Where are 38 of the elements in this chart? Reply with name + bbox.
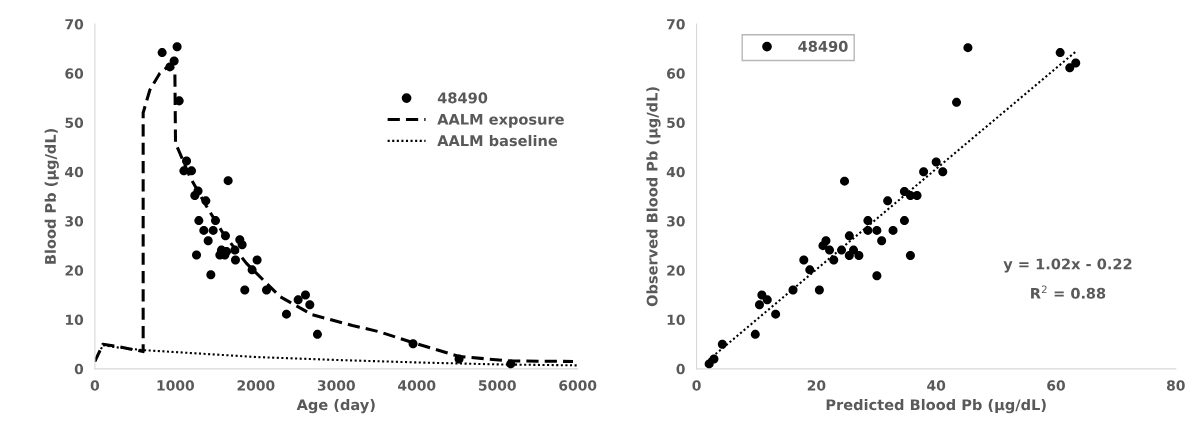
x-axis-title: Age (day)	[296, 398, 375, 414]
y-tick-label: 10	[667, 314, 685, 326]
legend-label: AALM exposure	[437, 113, 564, 128]
y-tick-label: 70	[667, 19, 685, 30]
legend-label: 48490	[437, 92, 488, 104]
y-tick-label: 50	[65, 117, 84, 129]
legend-label: AALM baseline	[437, 134, 558, 147]
x-tick-label: 0	[90, 380, 100, 391]
y-tick-label: 50	[667, 117, 685, 129]
x-tick-label: 80	[1166, 380, 1185, 391]
annotation: y = 1.02x - 0.22	[1003, 258, 1132, 273]
y-tick-label: 60	[65, 68, 84, 79]
x-tick-label: 2000	[237, 380, 275, 391]
legend-label: 48490	[798, 40, 848, 52]
x-tick-label: 4000	[398, 380, 436, 391]
y-axis-title: Observed Blood Pb (µg/dL)	[646, 87, 661, 307]
x-tick-label: 0	[692, 380, 701, 391]
y-tick-label: 40	[666, 166, 685, 178]
y-tick-label: 30	[65, 216, 84, 227]
y-tick-label: 30	[667, 216, 685, 227]
y-tick-label: 70	[65, 19, 84, 30]
y-tick-label: 20	[65, 265, 84, 276]
y-tick-label: 0	[676, 363, 685, 375]
x-tick-label: 40	[927, 380, 946, 391]
x-tick-label: 20	[807, 380, 826, 391]
x-axis-title: Predicted Blood Pb (µg/dL)	[826, 398, 1046, 414]
y-tick-label: 10	[66, 314, 84, 326]
y-tick-label: 40	[65, 166, 84, 178]
x-tick-label: 1000	[157, 380, 195, 391]
x-tick-label: 3000	[317, 380, 355, 391]
x-tick-label: 5000	[478, 380, 516, 391]
y-tick-label: 60	[667, 68, 685, 79]
x-tick-label: 60	[1047, 380, 1065, 391]
y-tick-label: 20	[667, 265, 685, 276]
y-axis-title: Blood Pb (µg/dL)	[44, 128, 59, 264]
annotation: R$^{2}$ = 0.88	[1031, 285, 1106, 299]
y-tick-label: 0	[74, 363, 84, 375]
x-tick-label: 6000	[559, 380, 597, 391]
